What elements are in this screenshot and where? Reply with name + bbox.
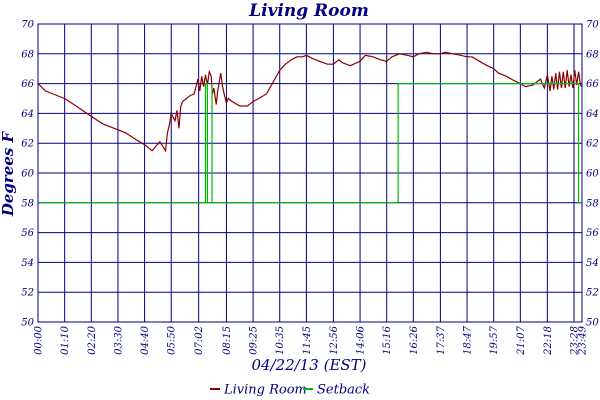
x-tick-label: 07:02 — [194, 326, 205, 355]
x-tick-label: 10:35 — [275, 326, 286, 355]
y-tick-label-right: 50 — [586, 318, 599, 329]
series-line-living-room — [37, 51, 583, 153]
y-tick-label-left: 52 — [21, 288, 34, 299]
x-tick-label: 16:26 — [409, 325, 420, 354]
legend-label: Living Room — [223, 383, 307, 398]
series-line-setback — [38, 82, 582, 204]
x-tick-label: 17:37 — [436, 325, 447, 354]
x-tick-labels: 00:00 01:10 02:20 03:30 04:40 05:50 07:02 08:15… — [34, 325, 589, 355]
x-tick-label: 04:40 — [140, 325, 151, 354]
y-tick-label-right: 68 — [586, 49, 599, 60]
y-tick-label-right: 58 — [586, 198, 599, 209]
y-tick-label-left: 56 — [21, 228, 34, 239]
legend-label: Setback — [317, 383, 370, 398]
y-tick-label-left: 66 — [21, 79, 34, 90]
y-tick-label-left: 50 — [21, 318, 34, 329]
grid — [38, 23, 582, 323]
y-tick-label-right: 60 — [586, 169, 599, 180]
y-tick-label-left: 70 — [21, 20, 34, 31]
x-tick-label: 08:15 — [222, 326, 233, 355]
y-tick-label-left: 60 — [21, 169, 34, 180]
y-tick-label-right: 66 — [586, 79, 599, 90]
x-tick-label: 18:47 — [463, 325, 474, 354]
x-tick-label: 22:18 — [543, 326, 554, 356]
y-tick-label-left: 58 — [21, 198, 34, 209]
y-tick-label-right: 52 — [586, 288, 599, 299]
series-lines — [37, 51, 583, 204]
y-tick-label-right: 64 — [586, 109, 599, 120]
y-tick-label-left: 62 — [21, 139, 34, 150]
y-tick-label-left: 68 — [21, 49, 34, 60]
x-tick-label: 01:10 — [60, 325, 71, 354]
x-tick-label: 15:16 — [382, 325, 393, 354]
x-tick-label: 21:07 — [516, 325, 527, 355]
y-axis-label: Degrees F — [0, 130, 17, 217]
y-tick-labels-right: 50 52 54 56 58 60 62 64 66 68 70 — [586, 20, 599, 329]
y-tick-label-right: 54 — [586, 258, 599, 269]
y-tick-labels-left: 50 52 54 56 58 60 62 64 66 68 70 — [21, 20, 34, 329]
y-tick-label-right: 62 — [586, 139, 599, 150]
x-tick-label: 03:30 — [113, 325, 124, 354]
x-tick-label: 19:57 — [489, 325, 500, 354]
x-tick-label: 05:50 — [167, 325, 178, 354]
y-tick-label-left: 54 — [21, 258, 34, 269]
x-tick-label: 11:45 — [302, 326, 313, 355]
x-tick-label: 12:56 — [329, 325, 340, 354]
x-tick-label: 23:49 — [578, 325, 589, 355]
y-tick-label-left: 64 — [21, 109, 34, 120]
y-tick-label-right: 70 — [586, 20, 599, 31]
plot-frame — [37, 23, 583, 323]
legend: Living Room Setback — [210, 383, 370, 398]
x-tick-label: 00:00 — [34, 325, 45, 354]
x-tick-label: 23:28 — [570, 326, 581, 356]
x-tick-label: 02:20 — [87, 325, 98, 354]
x-tick-label: 09:25 — [249, 326, 260, 355]
y-tick-label-right: 56 — [586, 228, 599, 239]
chart-title: Living Room — [248, 1, 369, 21]
x-axis-label: 04/22/13 (EST) — [251, 356, 366, 374]
x-tick-label: 14:06 — [356, 325, 367, 354]
